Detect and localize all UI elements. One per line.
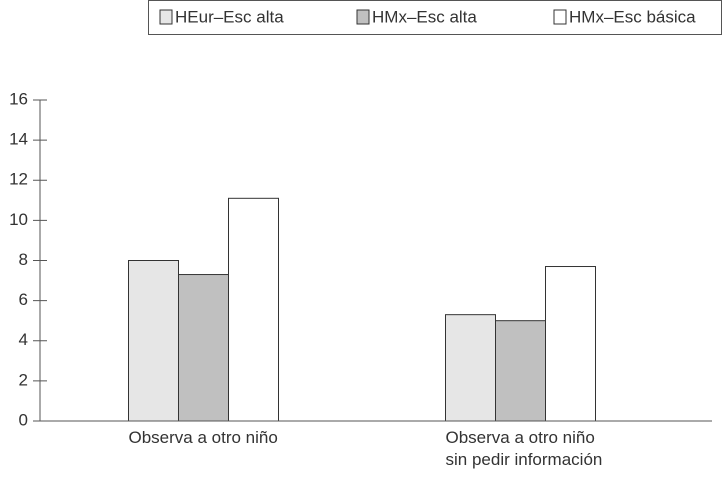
y-tick-label: 8 [19,250,28,269]
y-tick-label: 6 [19,290,28,309]
y-tick-label: 2 [19,370,28,389]
x-tick-line: Observa a otro niño [129,428,278,447]
legend-label: HMx–Esc alta [372,7,477,26]
bar [545,266,596,422]
legend-swatch [159,9,173,25]
legend-box [148,0,722,35]
x-tick-label: Observa a otro niño [129,428,278,447]
y-tick-label: 16 [9,89,28,108]
y-tick-label: 14 [9,130,28,149]
legend-swatch [553,9,567,25]
x-tick-line: Observa a otro niño [446,428,595,447]
y-tick-label: 0 [19,410,28,429]
y-tick-label: 12 [9,170,28,189]
bar [178,274,229,422]
x-tick-label: Observa a otro niño sin pedir información [446,428,603,469]
legend-label: HEur–Esc alta [175,7,284,26]
legend-swatch [356,9,370,25]
bar [128,260,179,422]
y-tick-label: 10 [9,210,28,229]
y-tick-label: 4 [19,330,28,349]
bar [445,314,496,422]
legend-label: HMx–Esc básica [569,7,696,26]
x-tick-line: sin pedir información [446,450,603,469]
bar [228,197,279,422]
bar [495,320,546,422]
